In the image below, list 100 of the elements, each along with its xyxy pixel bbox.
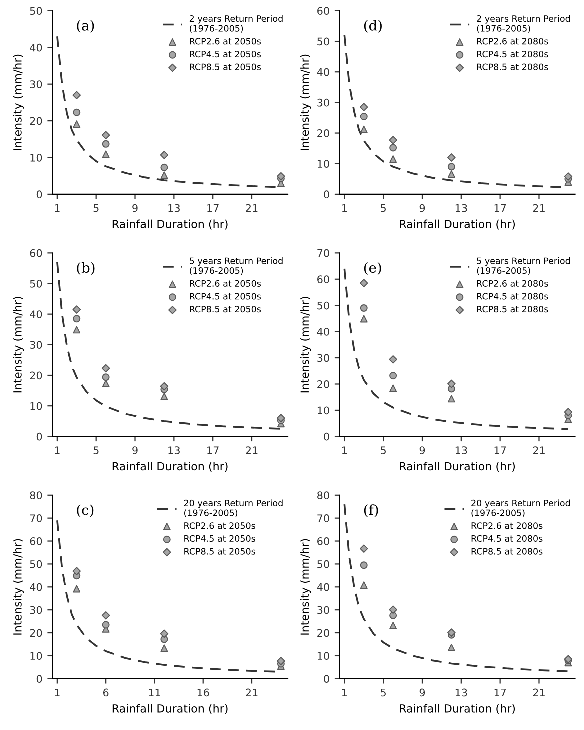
y-tick-label: 30: [318, 98, 330, 107]
y-tick-label: 0: [36, 190, 42, 199]
x-tick-label: 17: [208, 204, 219, 212]
point: [360, 103, 368, 112]
point: [360, 304, 368, 312]
legend-label: RCP2.6 at 2050s: [184, 522, 256, 530]
point: [390, 622, 398, 630]
y-axis-title: Intensity (mm/hr): [300, 297, 312, 393]
y-tick-label: 10: [30, 402, 42, 410]
legend-label: RCP2.6 at 2080s: [477, 38, 548, 45]
x-tick-label: 1: [342, 204, 348, 212]
legend-label: RCP2.6 at 2050s: [190, 38, 262, 45]
point: [390, 384, 398, 392]
y-tick-label: 50: [30, 560, 42, 568]
annotation: (d): [364, 20, 382, 33]
point: [72, 91, 82, 100]
legend-label: RCP2.6 at 2080s: [472, 522, 543, 530]
point: [102, 374, 110, 382]
point: [102, 364, 110, 373]
x-tick-label: 13: [168, 204, 180, 212]
legend-label: RCP8.5 at 2080s: [472, 548, 543, 555]
x-axis-title: Rainfall Duration (hr): [400, 220, 516, 230]
y-tick-label: 10: [318, 406, 330, 415]
y-axis-title: Intensity (mm/hr): [13, 539, 24, 635]
x-tick-label: 9: [420, 204, 426, 212]
y-tick-label: 80: [318, 492, 330, 500]
y-tick-label: 10: [318, 160, 330, 168]
x-tick-label: 5: [94, 446, 99, 454]
point: [277, 172, 286, 181]
point: [389, 606, 398, 614]
x-tick-label: 17: [208, 446, 219, 454]
x-tick-label: 13: [168, 446, 180, 454]
point: [102, 140, 110, 148]
legend-label: RCP4.5 at 2050s: [184, 535, 256, 542]
x-tick-label: 5: [381, 204, 386, 212]
x-tick-label: 16: [198, 688, 210, 697]
y-tick-label: 40: [30, 44, 42, 52]
y-tick-label: 20: [318, 130, 330, 138]
annotation: (f): [364, 504, 378, 518]
legend-label: RCP8.5 at 2050s: [190, 306, 262, 313]
x-tick-label: 9: [420, 446, 426, 454]
legend-label: RCP4.5 at 2050s: [190, 50, 262, 58]
y-axis-title: Intensity (mm/hr): [300, 54, 312, 150]
legend-label: RCP4.5 at 2080s: [477, 50, 548, 58]
y-tick-label: 20: [30, 117, 42, 126]
point: [389, 355, 398, 364]
y-tick-label: 30: [318, 606, 330, 614]
legend-label: RCP4.5 at 2080s: [477, 293, 548, 300]
x-tick-label: 21: [246, 204, 258, 212]
x-tick-label: 9: [420, 688, 426, 697]
point: [448, 395, 456, 403]
x-axis-title: Rainfall Duration (hr): [112, 220, 228, 230]
point: [73, 120, 81, 128]
legend-label: RCP8.5 at 2050s: [190, 64, 262, 70]
y-tick-label: 30: [318, 354, 330, 362]
x-tick-label: 13: [456, 204, 468, 212]
x-tick-label: 5: [381, 688, 386, 697]
point: [448, 380, 456, 388]
point: [102, 621, 110, 629]
x-tick-label: 17: [494, 688, 506, 697]
point: [160, 644, 168, 652]
x-tick-label: 21: [246, 446, 258, 454]
x-tick-label: 17: [494, 204, 506, 212]
point: [72, 567, 82, 576]
point: [448, 163, 456, 171]
y-tick-label: 0: [36, 432, 42, 441]
y-tick-label: 40: [317, 68, 330, 76]
legend-label: RCP2.6 at 2080s: [477, 280, 548, 287]
point: [102, 380, 110, 388]
y-tick-label: 10: [318, 652, 330, 660]
point: [390, 144, 398, 152]
annotation: (b): [77, 262, 95, 276]
y-tick-label: 20: [318, 629, 330, 638]
x-tick-label: 5: [381, 446, 386, 454]
x-tick-label: 9: [132, 204, 138, 212]
point: [73, 326, 81, 334]
x-tick-label: 1: [55, 204, 60, 212]
point: [448, 170, 456, 178]
y-tick-label: 60: [318, 276, 330, 284]
point: [277, 414, 286, 422]
y-tick-label: 0: [324, 432, 330, 441]
legend-label: RCP2.6 at 2050s: [190, 280, 262, 287]
y-tick-label: 30: [30, 341, 42, 350]
point: [73, 315, 81, 323]
annotation: (c): [77, 504, 94, 518]
x-tick-label: 21: [533, 688, 545, 697]
point: [102, 611, 110, 620]
x-tick-label: 11: [149, 688, 160, 697]
legend-label: RCP4.5 at 2080s: [472, 535, 543, 542]
point: [160, 382, 169, 391]
point: [360, 582, 368, 590]
y-axis-title: Intensity (mm/hr): [13, 54, 24, 150]
y-tick-label: 40: [317, 328, 330, 336]
x-tick-label: 1: [55, 688, 60, 697]
x-axis-title: Rainfall Duration (hr): [400, 704, 516, 714]
y-tick-label: 40: [30, 583, 42, 592]
point: [277, 657, 286, 666]
y-tick-label: 60: [318, 538, 330, 546]
y-tick-label: 70: [30, 514, 42, 522]
point: [448, 628, 456, 637]
